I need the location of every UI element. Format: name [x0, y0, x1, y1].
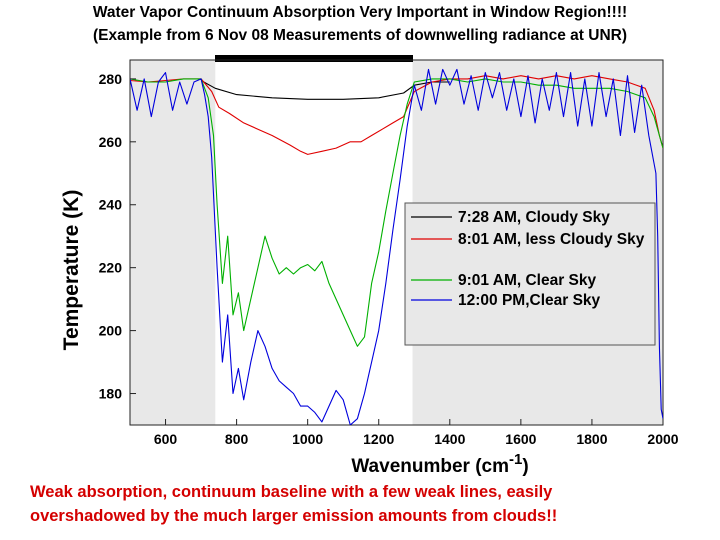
y-axis-label: Temperature (K): [60, 190, 83, 351]
slide-title-line2: (Example from 6 Nov 08 Measurements of d…: [92, 27, 628, 44]
legend-label-3: 12:00 PM,Clear Sky: [458, 292, 601, 309]
legend: 7:28 AM, Cloudy Sky 8:01 AM, less Cloudy …: [411, 209, 645, 309]
x-tick-label: 2000: [647, 431, 678, 447]
caption-line1: Weak absorption, continuum baseline with…: [30, 483, 553, 501]
legend-box: [404, 202, 656, 346]
series-group: [130, 68, 663, 425]
caption-line2: overshadowed by the much larger emission…: [30, 507, 558, 525]
window-region-bar: [215, 55, 413, 62]
x-tick-label: 1800: [576, 431, 607, 447]
shaded-region-0: [130, 60, 216, 425]
y-tick-label: 180: [99, 386, 123, 402]
series-line-2: [130, 78, 663, 347]
x-axis-label: Wavenumber (cm-1): [351, 451, 528, 477]
y-tick-label: 220: [99, 260, 123, 276]
series-line-3: [130, 68, 663, 425]
y-tick-label: 280: [99, 71, 123, 87]
x-tick-label: 1600: [505, 431, 536, 447]
x-axis: 600 800 1000 1200 1400 1600 1800 2000: [154, 419, 679, 447]
legend-label-0: 7:28 AM, Cloudy Sky: [458, 209, 610, 226]
series-line-0: [200, 80, 450, 100]
y-tick-label: 240: [99, 197, 123, 213]
slide-title-line1: Water Vapor Continuum Absorption Very Im…: [92, 4, 628, 21]
temperature-spectrum-chart: 600 800 1000 1200 1400 1600 1800 2000 180 200 220…: [60, 55, 679, 477]
x-tick-label: 800: [225, 431, 249, 447]
y-tick-label: 200: [99, 323, 123, 339]
x-tick-label: 1000: [292, 431, 323, 447]
plot-frame: [129, 59, 664, 426]
legend-label-1: 8:01 AM, less Cloudy Sky: [458, 231, 645, 248]
series-line-1: [130, 75, 663, 155]
legend-label-2: 9:01 AM, Clear Sky: [458, 272, 597, 289]
x-tick-label: 1400: [434, 431, 465, 447]
y-tick-label: 260: [99, 134, 123, 150]
y-axis: 180 200 220 240 260 280: [99, 71, 136, 402]
x-tick-label: 600: [154, 431, 178, 447]
x-tick-label: 1200: [363, 431, 394, 447]
